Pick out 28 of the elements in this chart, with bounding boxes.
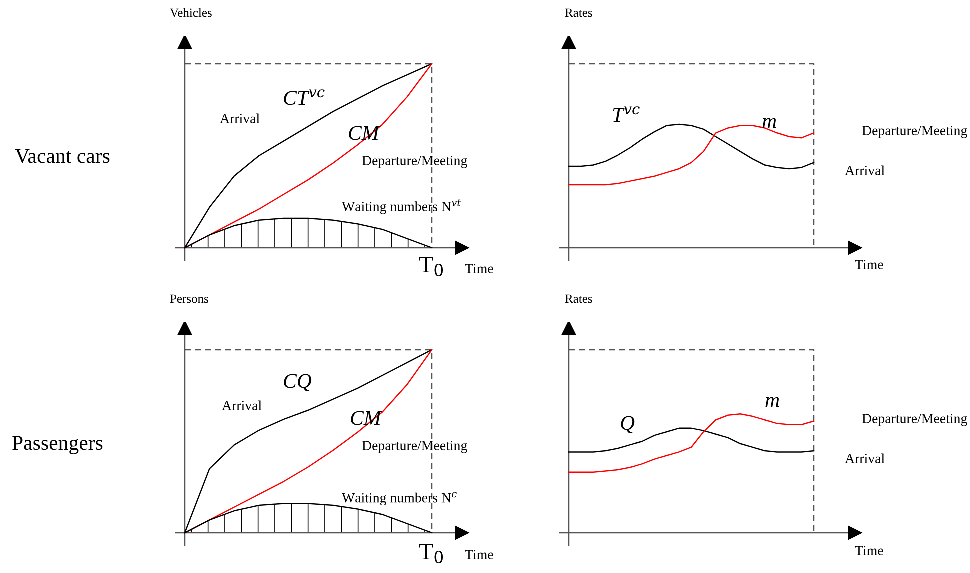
x-axis-title: Time <box>855 260 884 270</box>
y-axis-title: Rates <box>565 8 592 18</box>
series-label: m <box>762 118 776 128</box>
series-label: CT$^{vc}$ <box>284 90 325 106</box>
text: Departure/Meeting <box>862 126 968 138</box>
annotation: Arrival <box>222 400 262 410</box>
x-axis-title: Time <box>465 264 494 274</box>
annotation: Arrival <box>220 114 260 124</box>
y-axis-title: Persons <box>170 294 208 304</box>
text: Departure/Meeting <box>862 414 968 426</box>
series-label: m <box>766 397 780 408</box>
series-label: Waiting numbers N$^{vt}$ <box>342 200 462 214</box>
series-label: Q <box>621 416 635 434</box>
text: Arrival <box>845 454 885 464</box>
text: Arrival <box>845 166 885 176</box>
x-axis-title: Time <box>855 546 884 556</box>
annotation: Departure/Meeting <box>362 441 468 454</box>
text: T$_{0}$ <box>419 257 444 276</box>
annotation: Departure/Meeting <box>362 156 468 168</box>
text: Passengers <box>12 436 103 454</box>
series-label: T$^{vc}$ <box>613 106 640 122</box>
text: Vacant cars <box>15 149 110 164</box>
y-axis-title: Vehicles <box>170 8 212 18</box>
series-label: CQ <box>284 374 312 392</box>
y-axis-title: Rates <box>565 294 592 304</box>
text: T$_{0}$ <box>419 544 444 564</box>
x-axis-title: Time <box>465 550 494 560</box>
series-label: Waiting numbers N$^{c}$ <box>342 492 457 506</box>
